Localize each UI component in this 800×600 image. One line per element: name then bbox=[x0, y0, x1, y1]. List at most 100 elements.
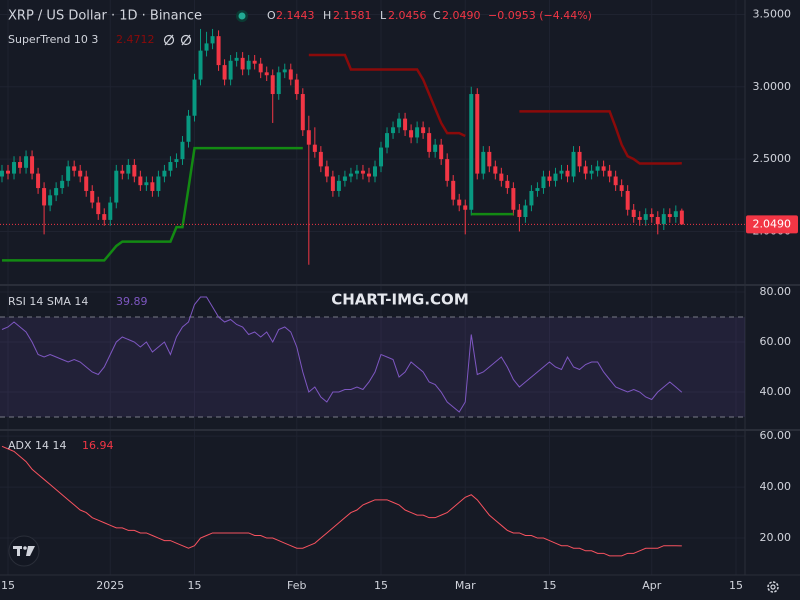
x-tick-label: 15 bbox=[729, 579, 743, 592]
candle-body bbox=[156, 176, 161, 191]
candle-body bbox=[132, 164, 137, 177]
candle-body bbox=[144, 182, 149, 186]
high-value: 2.1581 bbox=[333, 9, 372, 22]
candle-body bbox=[330, 176, 335, 191]
candle-body bbox=[162, 170, 167, 177]
candle-body bbox=[204, 43, 209, 51]
candle-body bbox=[637, 217, 642, 220]
indicator-line bbox=[1, 296, 683, 413]
candle-body bbox=[619, 185, 624, 191]
candle-body bbox=[487, 151, 492, 167]
candle-body bbox=[649, 214, 654, 218]
low-value: 2.0456 bbox=[388, 9, 427, 22]
y-tick-label: 40.00 bbox=[760, 385, 792, 398]
candle-body bbox=[102, 214, 107, 220]
candle-body bbox=[6, 170, 11, 174]
candle-body bbox=[360, 170, 365, 174]
candle-body bbox=[108, 202, 113, 220]
ohlc-label: C bbox=[433, 9, 441, 22]
candle-body bbox=[511, 188, 516, 210]
candle-body bbox=[354, 170, 359, 174]
candle-body bbox=[655, 217, 660, 225]
ohlc-label: L bbox=[380, 9, 387, 22]
y-tick-label: 40.00 bbox=[760, 480, 792, 493]
x-tick-label: Apr bbox=[642, 579, 662, 592]
candle-body bbox=[312, 144, 317, 152]
candle-body bbox=[427, 133, 432, 152]
candle-body bbox=[276, 72, 281, 95]
candle-body bbox=[258, 63, 263, 73]
candle-body bbox=[12, 162, 17, 174]
candle-body bbox=[42, 188, 47, 206]
x-tick-label: 15 bbox=[1, 579, 15, 592]
candle-body bbox=[679, 210, 684, 225]
y-tick-label: 20.00 bbox=[760, 531, 792, 544]
candle-body bbox=[673, 211, 678, 218]
candle-body bbox=[385, 133, 390, 148]
indicator-value: 16.94 bbox=[82, 439, 114, 452]
candle-body bbox=[457, 199, 462, 206]
candle-body bbox=[613, 176, 618, 186]
candle-body bbox=[499, 173, 504, 181]
candle-body bbox=[318, 151, 323, 167]
last-price-tag bbox=[746, 215, 798, 234]
candle-body bbox=[192, 79, 197, 116]
candle-body bbox=[138, 176, 143, 186]
candle-body bbox=[571, 151, 576, 177]
candle-body bbox=[667, 214, 672, 218]
settings-icon[interactable] bbox=[767, 581, 779, 593]
candle-body bbox=[372, 166, 377, 177]
x-tick-label: 15 bbox=[374, 579, 388, 592]
candle-body bbox=[24, 156, 29, 168]
candle-body bbox=[228, 60, 233, 80]
marks bbox=[0, 28, 745, 557]
candle-body bbox=[577, 151, 582, 167]
candle-body bbox=[469, 94, 474, 210]
y-tick-label: 60.00 bbox=[760, 335, 792, 348]
indicator-title: ADX 14 14 bbox=[8, 439, 67, 452]
visibility-icon[interactable] bbox=[163, 34, 175, 46]
logo[interactable] bbox=[8, 535, 40, 567]
candle-body bbox=[517, 209, 522, 218]
candle-body bbox=[288, 69, 293, 80]
supertrend-line bbox=[1, 146, 514, 262]
candle-body bbox=[306, 130, 311, 145]
candle-body bbox=[409, 130, 414, 138]
candle-body bbox=[601, 166, 606, 171]
candle-body bbox=[336, 180, 341, 191]
candle-body bbox=[445, 159, 450, 181]
candle-body bbox=[607, 170, 612, 177]
candle-body bbox=[282, 69, 287, 73]
candle-body bbox=[523, 205, 528, 218]
candle-body bbox=[72, 166, 77, 171]
indicator-title: SuperTrend 10 3 bbox=[8, 33, 98, 46]
candle-body bbox=[439, 144, 444, 160]
candle-body bbox=[661, 214, 666, 225]
status-dot bbox=[238, 12, 246, 20]
candle-body bbox=[595, 166, 600, 171]
visibility-icon[interactable] bbox=[180, 34, 192, 46]
candle-body bbox=[541, 176, 546, 189]
candle-body bbox=[66, 166, 71, 181]
candle-body bbox=[30, 156, 35, 174]
candle-body bbox=[48, 195, 53, 206]
candle-body bbox=[463, 205, 468, 210]
x-tick-label: 2025 bbox=[96, 579, 124, 592]
candle-body bbox=[198, 50, 203, 80]
candle-body bbox=[366, 173, 371, 177]
candle-body bbox=[391, 127, 396, 134]
candle-body bbox=[180, 141, 185, 160]
ohlc-label: O bbox=[267, 9, 276, 22]
x-tick-label: 15 bbox=[542, 579, 556, 592]
candle-body bbox=[216, 36, 221, 66]
indicator-value: 2.4712 bbox=[116, 33, 155, 46]
y-tick-label: 3.0000 bbox=[753, 80, 792, 93]
candle-body bbox=[18, 162, 23, 168]
candle-body bbox=[300, 94, 305, 131]
candle-body bbox=[565, 170, 570, 177]
indicator-value: 39.89 bbox=[116, 295, 148, 308]
candle-body bbox=[78, 170, 83, 177]
candle-body bbox=[433, 144, 438, 152]
